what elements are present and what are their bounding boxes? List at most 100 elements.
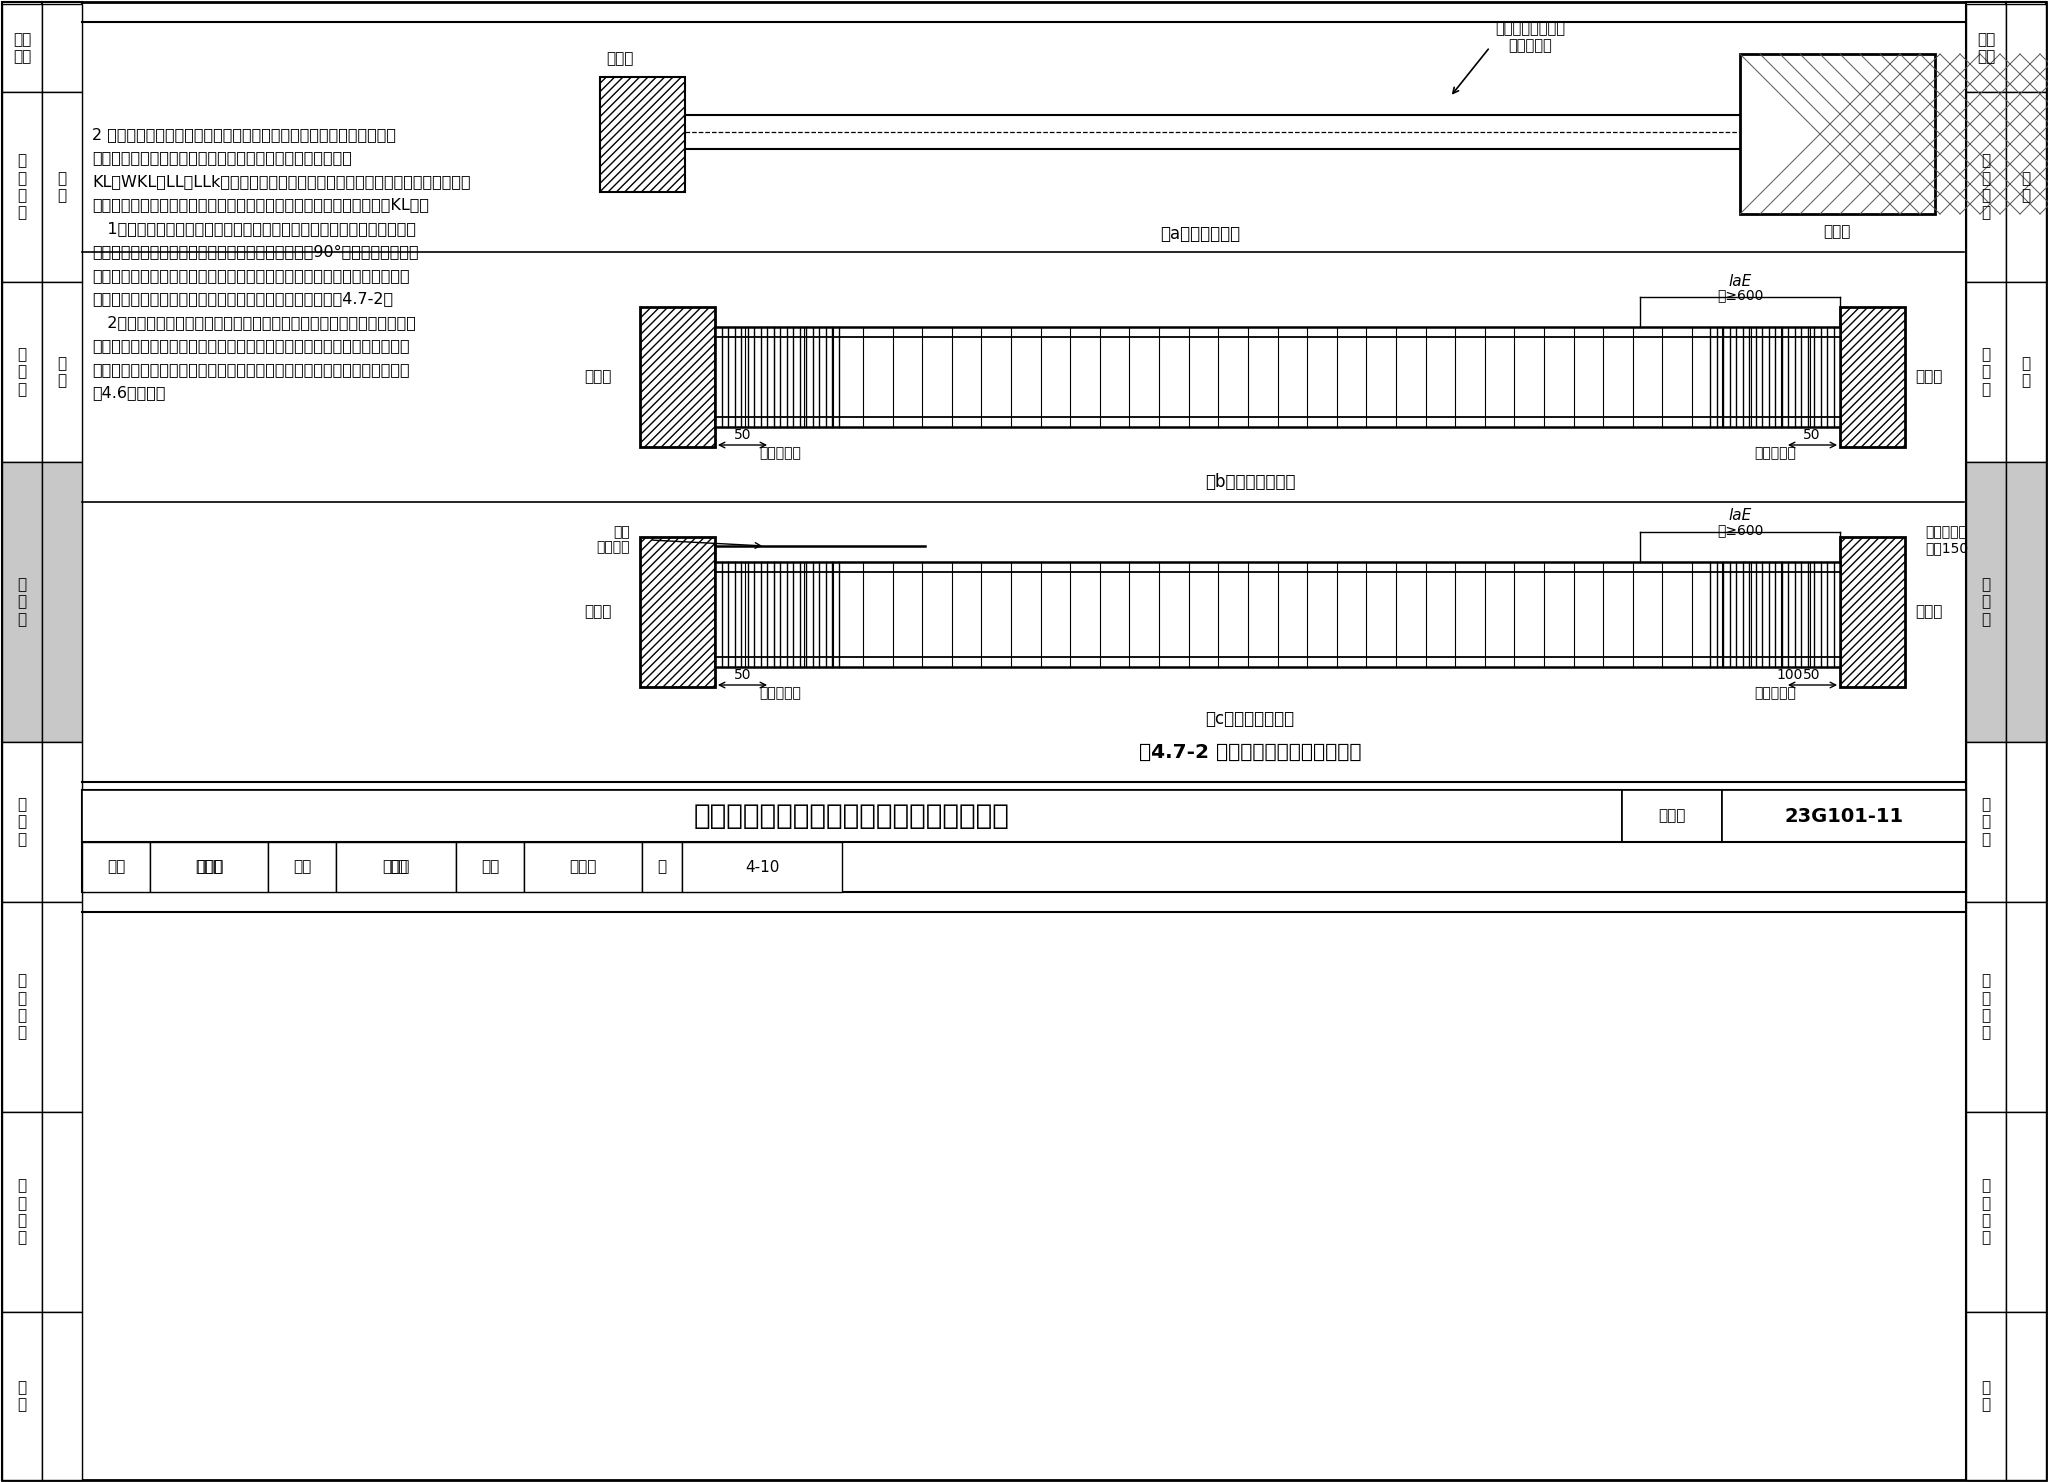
- Bar: [2005, 1, 2046, 1481]
- Bar: [2005, 92, 2046, 282]
- Text: 框架柱: 框架柱: [584, 605, 612, 619]
- Bar: [43, 282, 82, 462]
- Text: 2）当为第二种情况时，与框架柱相连的梁端上、下纵向钢筋伸至框架柱: 2）当为第二种情况时，与框架柱相连的梁端上、下纵向钢筋伸至框架柱: [92, 316, 416, 330]
- Bar: [2005, 1112, 2046, 1312]
- Text: （a）平面布置图: （a）平面布置图: [1159, 225, 1239, 243]
- Text: 50: 50: [1802, 668, 1821, 682]
- Bar: [2, 92, 43, 282]
- Bar: [1839, 536, 1905, 688]
- Text: 且≥600: 且≥600: [1716, 288, 1763, 302]
- Text: 肖军器: 肖军器: [569, 860, 596, 874]
- Text: 高志强: 高志强: [195, 860, 223, 874]
- Text: 框架梁有一端支座为非框架柱时的配筋构造: 框架梁有一端支座为非框架柱时的配筋构造: [694, 802, 1010, 830]
- Text: laE: laE: [1729, 508, 1751, 523]
- Text: 附加钢筋: 附加钢筋: [596, 539, 631, 554]
- Text: 1）第一种情况时，与框架柱相连的梁端按框架梁节点要求锚固，梁上、: 1）第一种情况时，与框架柱相连的梁端按框架梁节点要求锚固，梁上、: [92, 221, 416, 236]
- Bar: [457, 842, 524, 892]
- Bar: [2005, 742, 2046, 903]
- Text: 下纵向钢筋伸至框架柱内按受拉钢筋采取直线锚固或90°弯折锚固；另一端: 下纵向钢筋伸至框架柱内按受拉钢筋采取直线锚固或90°弯折锚固；另一端: [92, 245, 418, 259]
- Bar: [43, 1312, 82, 1481]
- Text: 梁代号及抗震等级: 梁代号及抗震等级: [1495, 22, 1565, 37]
- Bar: [43, 742, 82, 903]
- Bar: [524, 842, 641, 892]
- Text: 设计: 设计: [481, 860, 500, 874]
- Text: （b）楼层梁立面图: （b）楼层梁立面图: [1204, 473, 1294, 491]
- Text: 框架柱: 框架柱: [584, 369, 612, 384]
- Text: 100: 100: [1778, 668, 1802, 682]
- Text: 梁
构
造: 梁 构 造: [1980, 576, 1991, 627]
- Text: 50: 50: [735, 428, 752, 442]
- Text: 况。第一种情况是梁与剪力墙平面内连接，此时该梁有可能是: 况。第一种情况是梁与剪力墙平面内连接，此时该梁有可能是: [92, 151, 352, 166]
- Bar: [43, 903, 82, 1112]
- Text: 4-10: 4-10: [745, 860, 778, 874]
- Bar: [43, 92, 82, 282]
- Text: 图集号: 图集号: [1659, 809, 1686, 824]
- Text: 设计文件中的标注施工。梁与剪力墙平面内相连时构造见图4.7-2。: 设计文件中的标注施工。梁与剪力墙平面内相连时构造见图4.7-2。: [92, 292, 393, 307]
- Text: 剪力墙: 剪力墙: [1915, 369, 1942, 384]
- Bar: [43, 1, 82, 1481]
- Text: 由设计注明: 由设计注明: [1507, 39, 1552, 53]
- Text: 箍筋加密区: 箍筋加密区: [760, 686, 801, 700]
- Bar: [1839, 307, 1905, 448]
- Text: 剪力墙: 剪力墙: [1915, 605, 1942, 619]
- Text: 构
造: 构 造: [2021, 356, 2030, 388]
- Bar: [2005, 462, 2046, 742]
- Bar: [641, 842, 682, 892]
- Text: 角部: 角部: [612, 525, 631, 539]
- Bar: [1966, 903, 2005, 1112]
- Text: 板
构
造: 板 构 造: [1980, 797, 1991, 846]
- Text: 柱
和
节
点: 柱 和 节 点: [18, 154, 27, 221]
- Text: 2 当楼、屋面梁的一端支座为框架柱而另一端为剪力墙时，分为两种情: 2 当楼、屋面梁的一端支座为框架柱而另一端为剪力墙时，分为两种情: [92, 127, 395, 142]
- Text: KL、WKL、LL、LLk，施工图设计文件应注明某梁代号和对应抗震等级；另一种: KL、WKL、LL、LLk，施工图设计文件应注明某梁代号和对应抗震等级；另一种: [92, 173, 471, 190]
- Text: 附
录: 附 录: [1980, 1380, 1991, 1412]
- Text: 箍筋加密区: 箍筋加密区: [1753, 686, 1796, 700]
- Text: 设计文件注明的支座假定确定梁中纵向钢筋在支座内的锚固长度，按本图集: 设计文件注明的支座假定确定梁中纵向钢筋在支座内的锚固长度，按本图集: [92, 362, 410, 376]
- Text: 50: 50: [735, 668, 752, 682]
- Bar: [639, 536, 715, 688]
- Bar: [2005, 282, 2046, 462]
- Text: 框架柱: 框架柱: [606, 52, 633, 67]
- Text: 审核: 审核: [106, 860, 125, 874]
- Text: 梁
构
造: 梁 构 造: [18, 576, 27, 627]
- Bar: [2, 4, 43, 92]
- Bar: [1966, 462, 2005, 742]
- Bar: [2, 1112, 43, 1312]
- Text: 50: 50: [1802, 428, 1821, 442]
- Bar: [268, 842, 336, 892]
- Text: 附
录: 附 录: [18, 1380, 27, 1412]
- Bar: [2, 462, 43, 742]
- Bar: [2, 903, 43, 1112]
- Bar: [2005, 903, 2046, 1112]
- Text: 箍筋加密区: 箍筋加密区: [760, 446, 801, 459]
- Bar: [43, 4, 82, 92]
- Bar: [2005, 1312, 2046, 1481]
- Text: 李增银: 李增银: [383, 860, 410, 874]
- Text: 柱
和
节
点: 柱 和 节 点: [1980, 154, 1991, 221]
- Bar: [43, 462, 82, 742]
- Bar: [82, 842, 1966, 892]
- Text: 且≥600: 且≥600: [1716, 523, 1763, 536]
- Bar: [43, 1112, 82, 1312]
- Bar: [1966, 4, 2005, 92]
- Text: 构
造: 构 造: [57, 170, 68, 203]
- Text: 一般
构造: 一般 构造: [1976, 31, 1995, 64]
- Text: 朱棚: 朱棚: [389, 860, 408, 874]
- Bar: [600, 77, 684, 193]
- Bar: [1966, 1312, 2005, 1481]
- Text: 箍筋加密区: 箍筋加密区: [1753, 446, 1796, 459]
- Bar: [336, 842, 457, 892]
- Bar: [82, 790, 1966, 842]
- Bar: [1966, 742, 2005, 903]
- Bar: [1966, 1, 2005, 1481]
- Text: laE: laE: [1729, 274, 1751, 289]
- Text: 剪力墙: 剪力墙: [1823, 224, 1851, 240]
- Text: 23G101-11: 23G101-11: [1784, 806, 1903, 825]
- Bar: [1622, 790, 1722, 842]
- Bar: [82, 842, 150, 892]
- Bar: [2005, 4, 2046, 92]
- Text: 图4.7-2 另一端与剪力墙平面内相连: 图4.7-2 另一端与剪力墙平面内相连: [1139, 742, 1362, 762]
- Text: 剪
力
墙: 剪 力 墙: [1980, 347, 1991, 397]
- Text: 楼
梯
构
造: 楼 梯 构 造: [1980, 1178, 1991, 1245]
- Text: 基
础
构
造: 基 础 构 造: [18, 974, 27, 1040]
- Text: 基
础
构
造: 基 础 构 造: [1980, 974, 1991, 1040]
